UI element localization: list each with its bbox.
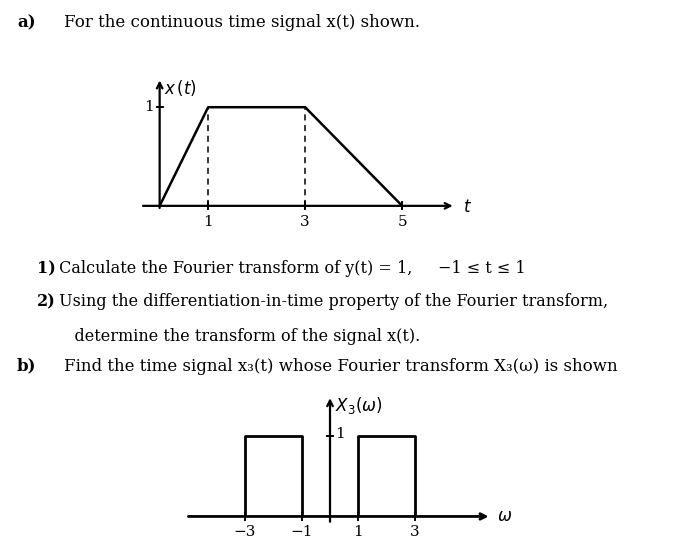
Text: −1: −1 [290, 524, 313, 538]
Text: For the continuous time signal x(t) shown.: For the continuous time signal x(t) show… [64, 14, 420, 31]
Text: Find the time signal x₃(t) whose Fourier transform X₃(ω) is shown: Find the time signal x₃(t) whose Fourier… [64, 358, 618, 375]
Text: 3: 3 [410, 524, 420, 538]
Text: Using the differentiation-in-time property of the Fourier transform,: Using the differentiation-in-time proper… [54, 293, 609, 310]
Text: 1): 1) [37, 260, 56, 277]
Text: Calculate the Fourier transform of y(t) = 1,     −1 ≤ t ≤ 1: Calculate the Fourier transform of y(t) … [54, 260, 526, 277]
Text: 2): 2) [37, 293, 56, 310]
Text: 1: 1 [335, 427, 345, 441]
Text: 5: 5 [397, 215, 407, 229]
Text: −3: −3 [234, 524, 257, 538]
Text: 1: 1 [144, 100, 154, 114]
Text: $\omega$: $\omega$ [497, 508, 512, 525]
Text: a): a) [17, 14, 36, 31]
Text: $x\,(t)$: $x\,(t)$ [164, 78, 196, 98]
Text: 1: 1 [203, 215, 213, 229]
Text: 3: 3 [301, 215, 310, 229]
Text: 1: 1 [353, 524, 363, 538]
Text: b): b) [17, 358, 37, 375]
Text: determine the transform of the signal x(t).: determine the transform of the signal x(… [54, 328, 420, 345]
Text: $X_3(\omega)$: $X_3(\omega)$ [335, 395, 383, 416]
Text: $t$: $t$ [463, 200, 472, 216]
